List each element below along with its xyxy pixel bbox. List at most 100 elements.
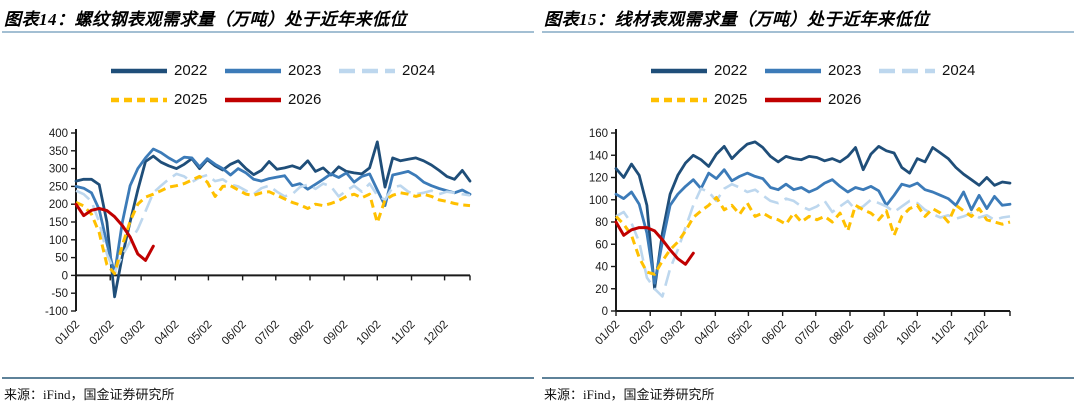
- x-tick-label: 11/02: [389, 319, 417, 347]
- legend-item-2023: 2023: [764, 63, 878, 78]
- legend-line-swatch: [339, 68, 395, 73]
- x-tick-label: 09/02: [861, 319, 890, 348]
- axes: [75, 129, 470, 311]
- x-tick-label: 03/02: [118, 319, 147, 348]
- legend-item-2024: 2024: [878, 63, 992, 78]
- x-tick-label: 12/02: [962, 319, 991, 348]
- legend-row: 2022 2023 2024: [650, 56, 992, 85]
- x-tick-label: 08/02: [827, 319, 856, 348]
- y-tick-label: 100: [49, 235, 68, 247]
- legend-line-swatch: [225, 97, 281, 102]
- legend-label: 2023: [828, 62, 862, 79]
- legend-item-2022: 2022: [110, 63, 224, 78]
- x-tick-label: 11/02: [929, 319, 957, 347]
- x-tick-label: 05/02: [186, 319, 215, 348]
- legend: 2022 2023 2024 2025 2026: [650, 56, 992, 114]
- legend-row: 2025 2026: [110, 85, 452, 114]
- legend-label: 2026: [828, 91, 862, 108]
- chart-panel-rebar: 图表14：螺纹钢表观需求量（万吨）处于近年来低位 2022 2023 2024 202…: [2, 10, 534, 402]
- series-line-2025: [614, 196, 1011, 276]
- y-axis-labels: 0 20 40 60 80 100 120 140 160: [589, 128, 608, 318]
- legend-label: 2022: [714, 62, 748, 79]
- x-tick-label: 12/02: [422, 319, 451, 348]
- legend-label: 2025: [174, 91, 208, 108]
- x-tick-label: 07/02: [253, 319, 282, 348]
- legend-item-2024: 2024: [338, 63, 452, 78]
- legend-item-2025: 2025: [110, 92, 224, 107]
- x-tick-label: 08/02: [287, 319, 316, 348]
- legend-line-swatch: [651, 68, 707, 73]
- line-chart: 0 20 40 60 80 100 120 140 160 01/02 02/02 03/02 04/0…: [540, 118, 1080, 368]
- tick-marks: [611, 132, 1011, 316]
- legend-item-2022: 2022: [650, 63, 764, 78]
- y-tick-label: 0: [62, 270, 68, 282]
- y-tick-label: 20: [595, 284, 608, 296]
- chart-canvas: -100 -50 0 50 100 150 200 250 300 350 400 01/02 02/0…: [45, 128, 472, 348]
- legend-row: 2025 2026: [650, 85, 992, 114]
- series-line-2023: [614, 168, 1012, 285]
- legend-label: 2025: [714, 91, 748, 108]
- series-line-2022: [614, 140, 1012, 291]
- y-tick-label: 140: [589, 150, 608, 162]
- y-tick-label: 300: [49, 164, 68, 176]
- legend-line-swatch: [765, 68, 821, 73]
- y-tick-label: 100: [589, 195, 608, 207]
- x-tick-label: 01/02: [53, 319, 82, 348]
- x-axis-labels: 01/02 02/02 03/02 04/02 05/02 06/02 07/02 08/02…: [593, 319, 990, 348]
- title-divider: [542, 31, 1074, 33]
- legend-label: 2022: [174, 62, 208, 79]
- x-tick-label: 10/02: [895, 319, 924, 348]
- x-tick-label: 07/02: [793, 319, 822, 348]
- x-tick-label: 01/02: [593, 319, 622, 348]
- source-note: 来源：iFind，国金证券研究所: [544, 387, 715, 402]
- series-line-2023: [74, 147, 472, 276]
- legend-line-swatch: [651, 97, 707, 102]
- chart-canvas: 0 20 40 60 80 100 120 140 160 01/02 02/02 03/02 04/0…: [589, 128, 1012, 348]
- legend-item-2026: 2026: [224, 92, 338, 107]
- y-tick-label: -50: [51, 288, 68, 300]
- chart-panel-wire-rod: 图表15：线材表观需求量（万吨）处于近年来低位 2022 2023 2024 2025…: [540, 0, 1080, 413]
- y-axis-labels: -100 -50 0 50 100 150 200 250 300 350 400: [45, 128, 68, 318]
- y-tick-label: 400: [49, 128, 68, 140]
- x-axis-labels: 01/02 02/02 03/02 04/02 05/02 06/02 07/02 08/02…: [53, 319, 450, 348]
- legend-item-2026: 2026: [764, 92, 878, 107]
- legend-label: 2024: [402, 62, 436, 79]
- y-tick-label: 200: [49, 199, 68, 211]
- y-tick-label: 350: [49, 146, 68, 158]
- x-tick-label: 04/02: [153, 319, 182, 348]
- legend-item-2023: 2023: [224, 63, 338, 78]
- series-line-2022: [74, 140, 472, 299]
- series-line-2025: [75, 174, 471, 276]
- y-tick-label: 60: [595, 239, 608, 251]
- title-divider: [2, 31, 534, 33]
- x-tick-label: 10/02: [355, 319, 384, 348]
- x-tick-label: 02/02: [88, 319, 117, 348]
- y-tick-label: 50: [55, 253, 68, 265]
- chart-title: 图表15：线材表观需求量（万吨）处于近年来低位: [544, 10, 930, 29]
- chart-title: 图表14：螺纹钢表观需求量（万吨）处于近年来低位: [4, 10, 407, 29]
- x-tick-label: 09/02: [321, 319, 350, 348]
- x-tick-label: 02/02: [628, 319, 657, 348]
- legend: 2022 2023 2024 2025 2026: [110, 56, 452, 114]
- x-tick-label: 06/02: [220, 319, 249, 348]
- legend-label: 2024: [942, 62, 976, 79]
- y-tick-label: 0: [602, 306, 608, 318]
- series-line-2024: [75, 172, 471, 274]
- legend-item-2025: 2025: [650, 92, 764, 107]
- y-tick-label: 120: [589, 173, 608, 185]
- y-tick-label: 40: [595, 262, 608, 274]
- legend-label: 2023: [288, 62, 322, 79]
- source-divider: [2, 377, 534, 379]
- x-tick-label: 05/02: [726, 319, 755, 348]
- x-tick-label: 03/02: [658, 319, 687, 348]
- series-line-2026: [614, 220, 695, 266]
- y-tick-label: 250: [49, 181, 68, 193]
- source-note: 来源：iFind，国金证券研究所: [4, 387, 175, 402]
- legend-line-swatch: [111, 68, 167, 73]
- legend-line-swatch: [765, 97, 821, 102]
- legend-label: 2026: [288, 91, 322, 108]
- legend-row: 2022 2023 2024: [110, 56, 452, 85]
- x-tick-label: 06/02: [760, 319, 789, 348]
- source-divider: [542, 377, 1074, 379]
